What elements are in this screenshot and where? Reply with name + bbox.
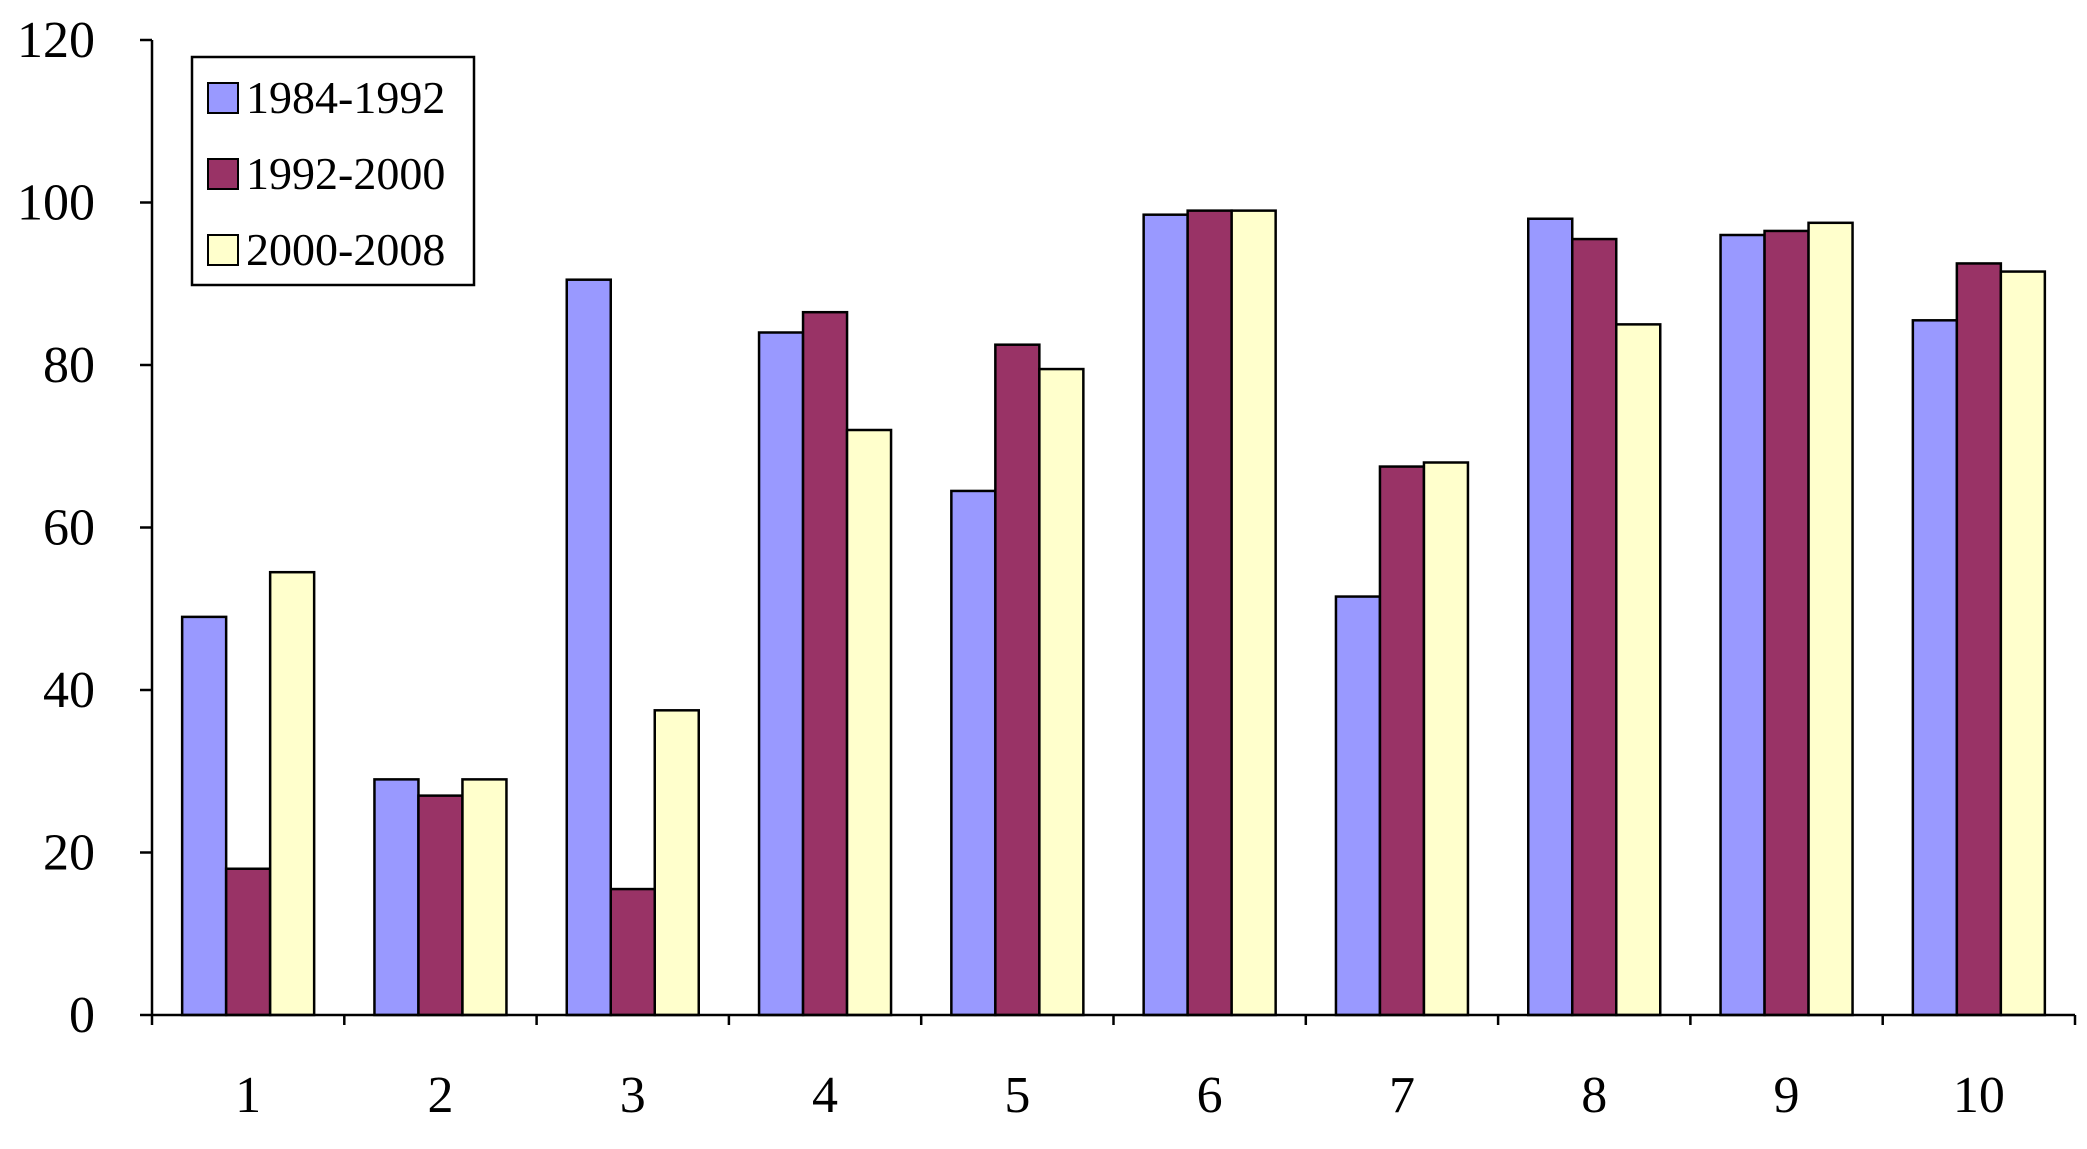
bar-2000-2008-cat-9 xyxy=(1807,221,1854,1017)
legend-swatch xyxy=(207,82,239,114)
x-tick-label: 2 xyxy=(427,1067,453,1124)
bar-1984-1992-cat-9 xyxy=(1719,233,1766,1017)
bar-1992-2000-cat-4 xyxy=(801,310,849,1017)
x-tick-label: 10 xyxy=(1953,1067,2005,1124)
x-tick-label: 7 xyxy=(1389,1067,1415,1124)
y-axis-ticks: 0 20 40 60 80 100 120 xyxy=(17,12,152,1044)
bar-1984-1992-cat-10 xyxy=(1911,319,1959,1017)
bar-1992-2000-cat-1 xyxy=(224,867,272,1017)
legend-label: 2000-2008 xyxy=(246,224,445,275)
bar-2000-2008-cat-7 xyxy=(1422,461,1470,1017)
bars-group xyxy=(180,209,2047,1017)
bar-1984-1992-cat-1 xyxy=(180,615,228,1017)
y-tick-label: 40 xyxy=(43,662,95,719)
legend-label: 1984-1992 xyxy=(246,72,445,123)
x-tick-label: 8 xyxy=(1581,1067,1607,1124)
bar-1992-2000-cat-6 xyxy=(1186,209,1233,1017)
bar-2000-2008-cat-1 xyxy=(268,570,316,1017)
y-tick-label: 0 xyxy=(69,987,95,1044)
bar-2000-2008-cat-2 xyxy=(461,778,508,1017)
y-tick-label: 100 xyxy=(17,175,95,232)
y-tick-label: 80 xyxy=(43,337,95,394)
bar-1984-1992-cat-3 xyxy=(565,278,612,1017)
bar-1984-1992-cat-4 xyxy=(757,331,805,1017)
x-tick-label: 4 xyxy=(812,1067,838,1124)
x-tick-label: 5 xyxy=(1004,1067,1030,1124)
bar-1984-1992-cat-6 xyxy=(1142,213,1189,1017)
x-tick-label: 6 xyxy=(1197,1067,1223,1124)
legend: 1984-1992 1992-2000 2000-2008 xyxy=(190,55,476,287)
bar-1992-2000-cat-8 xyxy=(1571,237,1618,1017)
bar-2000-2008-cat-10 xyxy=(1999,270,2047,1017)
y-tick-label: 60 xyxy=(43,500,95,557)
y-tick-label: 120 xyxy=(17,12,95,69)
bar-1992-2000-cat-3 xyxy=(609,887,656,1017)
bar-1992-2000-cat-10 xyxy=(1955,262,2003,1017)
x-tick-label: 9 xyxy=(1774,1067,1800,1124)
x-axis-ticks: 1 2 3 4 5 6 7 8 9 10 xyxy=(150,1015,2077,1124)
bar-2000-2008-cat-8 xyxy=(1615,323,1662,1017)
bar-1984-1992-cat-7 xyxy=(1334,595,1382,1017)
y-tick-label: 20 xyxy=(43,825,95,882)
bar-1992-2000-cat-2 xyxy=(417,794,464,1017)
bar-2000-2008-cat-3 xyxy=(653,709,700,1017)
x-tick-label: 3 xyxy=(620,1067,646,1124)
bar-2000-2008-cat-4 xyxy=(845,428,893,1017)
bar-1984-1992-cat-5 xyxy=(950,489,997,1017)
x-tick-label: 1 xyxy=(235,1067,261,1124)
bar-1992-2000-cat-7 xyxy=(1378,465,1426,1017)
bar-1984-1992-cat-8 xyxy=(1527,217,1574,1017)
bar-2000-2008-cat-5 xyxy=(1038,367,1085,1017)
legend-swatch xyxy=(207,158,239,190)
legend-swatch xyxy=(207,234,239,266)
legend-label: 1992-2000 xyxy=(246,148,445,199)
bar-2000-2008-cat-6 xyxy=(1230,209,1277,1017)
bar-1992-2000-cat-9 xyxy=(1763,229,1810,1017)
bar-1984-1992-cat-2 xyxy=(373,778,420,1017)
bar-1992-2000-cat-5 xyxy=(994,343,1041,1017)
